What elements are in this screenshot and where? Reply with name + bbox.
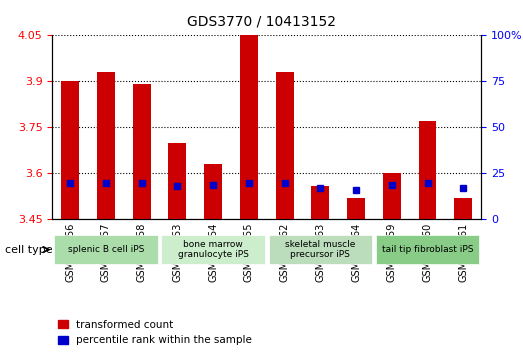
Bar — [454, 198, 472, 219]
Bar — [133, 85, 151, 219]
Bar — [347, 198, 365, 219]
Bar — [311, 186, 329, 219]
Legend: transformed count, percentile rank within the sample: transformed count, percentile rank withi… — [58, 320, 252, 345]
FancyBboxPatch shape — [268, 235, 372, 264]
Text: tail tip fibroblast iPS: tail tip fibroblast iPS — [382, 245, 473, 254]
Text: skeletal muscle
precursor iPS: skeletal muscle precursor iPS — [285, 240, 356, 259]
Bar — [383, 173, 401, 219]
Bar — [418, 121, 437, 219]
Text: GDS3770 / 10413152: GDS3770 / 10413152 — [187, 14, 336, 28]
FancyBboxPatch shape — [54, 235, 158, 264]
Bar — [240, 35, 258, 219]
Bar — [61, 81, 79, 219]
Bar — [97, 72, 115, 219]
Bar — [168, 143, 186, 219]
Text: cell type: cell type — [5, 245, 53, 255]
Text: bone marrow
granulocyte iPS: bone marrow granulocyte iPS — [178, 240, 248, 259]
Bar — [204, 164, 222, 219]
Text: splenic B cell iPS: splenic B cell iPS — [67, 245, 144, 254]
Bar — [276, 72, 293, 219]
FancyBboxPatch shape — [376, 235, 480, 264]
FancyBboxPatch shape — [161, 235, 265, 264]
